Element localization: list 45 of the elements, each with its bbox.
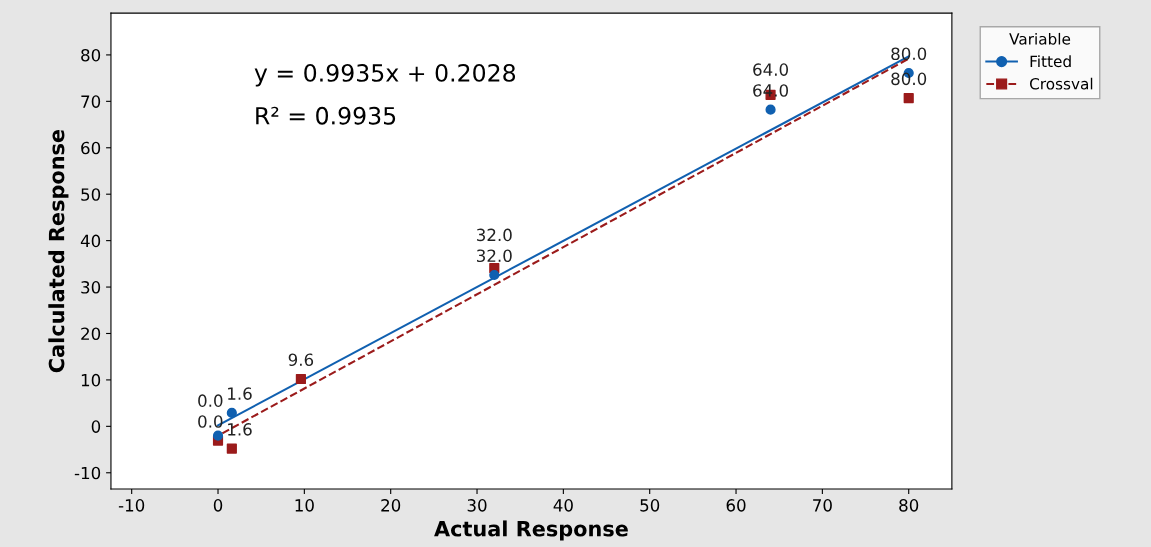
x-tick-label: 40	[553, 499, 573, 512]
y-tick-label: 70	[81, 95, 101, 108]
annotation: 0.0	[198, 415, 223, 428]
x-tick-label: 60	[726, 499, 746, 512]
annotation: 80.0	[891, 72, 927, 86]
y-tick-label: 50	[81, 188, 101, 201]
annotation: 0.0	[198, 394, 223, 407]
annotation: 1.6	[228, 423, 252, 436]
annotation: 64.0	[753, 63, 789, 76]
point	[226, 443, 237, 454]
x-tick-label: 50	[640, 499, 660, 512]
legend-label: Crossval	[1029, 77, 1093, 90]
x-axis-title: Actual Response	[434, 520, 628, 541]
y-tick-label: 80	[81, 48, 101, 62]
point	[903, 93, 914, 104]
legend-title: Variable	[1009, 32, 1071, 45]
annotation: 32.0	[477, 228, 512, 242]
x-tick-label: 30	[467, 499, 487, 512]
y-tick-label: 60	[81, 141, 101, 155]
x-tick-label: 10	[295, 499, 314, 512]
point	[295, 373, 306, 385]
y-axis-title: Calculated Response	[48, 129, 69, 373]
x-tick-label: -10	[118, 499, 145, 512]
x-tick-label: 20	[381, 499, 401, 512]
point	[212, 430, 224, 441]
annotation: 80.0	[891, 47, 927, 61]
annotation: 1.6	[228, 387, 252, 400]
y-tick-label: -10	[74, 466, 101, 480]
point	[489, 269, 500, 281]
point	[765, 104, 776, 115]
annotation: 64.0	[753, 84, 789, 97]
legend-label: Fitted	[1030, 55, 1071, 68]
y-tick-label: 30	[81, 281, 101, 294]
annotation: 32.0	[477, 249, 512, 263]
point	[226, 407, 237, 418]
annotation: R² = 0.9935	[256, 106, 396, 125]
x-tick-label: 0	[213, 499, 223, 512]
x-tick-label: 70	[813, 499, 832, 512]
annotation: y = 0.9935x + 0.2028	[254, 63, 516, 87]
y-tick-label: 40	[80, 234, 101, 248]
annotation: 9.6	[288, 353, 314, 367]
y-tick-label: 20	[81, 327, 101, 341]
y-tick-label: 0	[91, 420, 101, 433]
y-tick-label: 10	[81, 373, 101, 387]
x-tick-label: 80	[899, 499, 919, 512]
